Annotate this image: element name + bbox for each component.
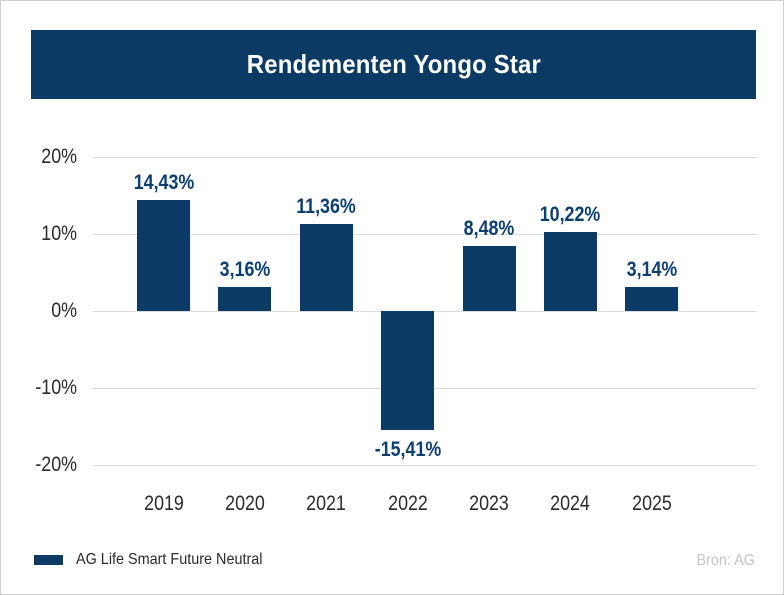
bar-2019 <box>137 200 190 311</box>
bar-value-label: 10,22% <box>539 203 601 226</box>
bar-2024 <box>544 232 597 311</box>
y-axis-tick-label: -10% <box>35 376 77 399</box>
gridline-10% <box>93 234 757 235</box>
chart-title-bar: Rendementen Yongo Star <box>31 30 756 99</box>
legend-series-label: AG Life Smart Future Neutral <box>76 551 263 568</box>
bar-value-label: 8,48% <box>463 217 515 240</box>
x-axis-tick-label: 2023 <box>469 492 509 515</box>
bar-value-label: 3,14% <box>626 258 678 281</box>
bar-value-label: 3,16% <box>219 258 271 281</box>
x-axis-tick-label: 2024 <box>550 492 590 515</box>
x-axis-tick-label: 2021 <box>306 492 346 515</box>
source-attribution: Bron: AG <box>696 552 755 569</box>
bar-2025 <box>625 287 678 311</box>
bar-value-label: 14,43% <box>133 171 195 194</box>
legend-swatch <box>34 555 63 565</box>
bar-value-label: 11,36% <box>296 195 356 218</box>
y-axis-tick-label: 20% <box>41 145 77 168</box>
chart-title: Rendementen Yongo Star <box>246 49 541 79</box>
bar-2021 <box>300 224 353 311</box>
gridline-20% <box>93 157 757 158</box>
x-axis-tick-label: 2025 <box>632 492 672 515</box>
x-axis-tick-label: 2022 <box>388 492 428 515</box>
bar-2020 <box>218 287 271 311</box>
bar-value-label: -15,41% <box>374 438 442 461</box>
y-axis-tick-label: -20% <box>35 453 77 476</box>
x-axis-tick-label: 2019 <box>144 492 184 515</box>
y-axis-tick-label: 0% <box>51 299 77 322</box>
bar-2022 <box>381 311 434 430</box>
gridline--20% <box>93 465 757 466</box>
x-axis-tick-label: 2020 <box>225 492 265 515</box>
bar-2023 <box>463 246 516 311</box>
y-axis-tick-label: 10% <box>41 222 77 245</box>
